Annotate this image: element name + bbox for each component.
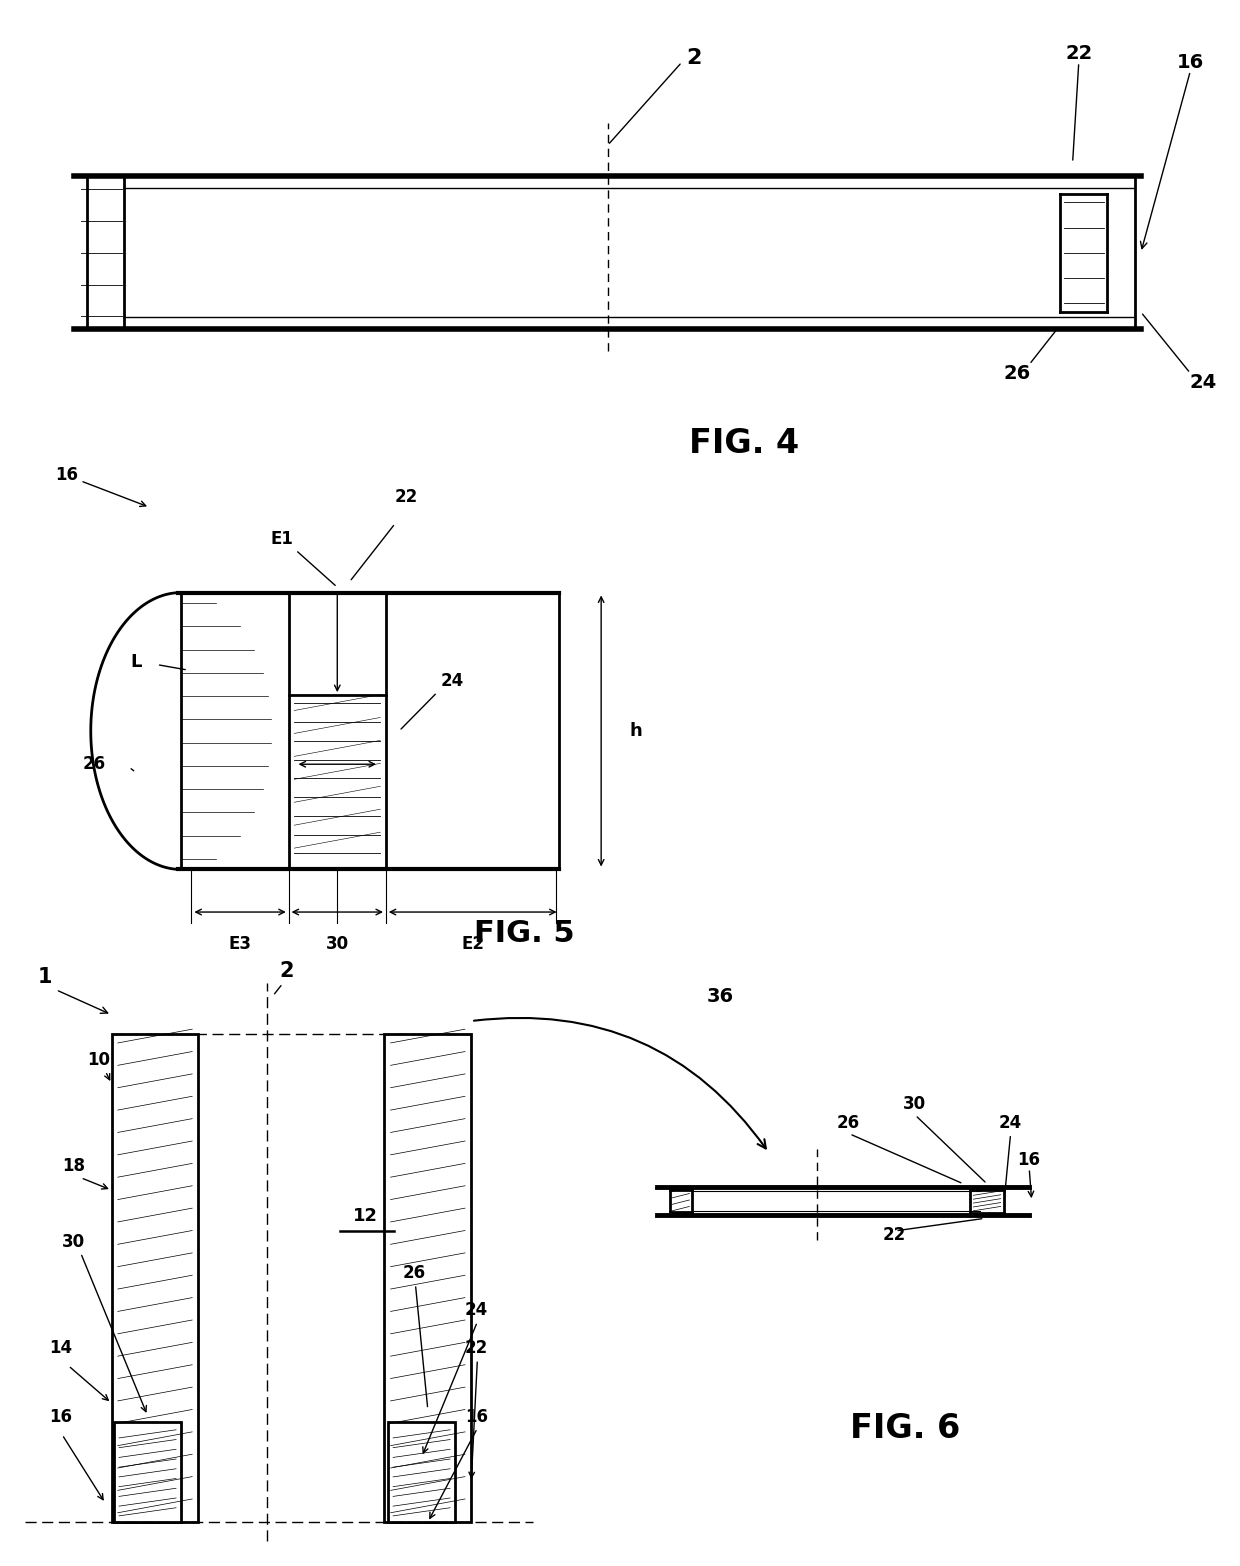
Text: 24: 24 (465, 1301, 489, 1320)
Text: E1: E1 (270, 531, 293, 548)
Text: 2: 2 (687, 47, 702, 67)
Text: 26: 26 (837, 1113, 861, 1132)
Text: 10: 10 (87, 1051, 110, 1070)
Bar (112, 1034, 198, 1522)
Text: 26: 26 (1003, 363, 1030, 382)
Text: 14: 14 (50, 1339, 73, 1358)
Text: 36: 36 (707, 987, 734, 1007)
Text: 24: 24 (441, 672, 464, 691)
Text: L: L (130, 653, 141, 670)
Text: 1: 1 (37, 968, 52, 988)
Text: 22: 22 (1065, 44, 1092, 63)
Text: 16: 16 (55, 467, 78, 484)
Text: 26: 26 (403, 1264, 427, 1283)
FancyArrowPatch shape (474, 1018, 766, 1148)
Text: 12: 12 (353, 1207, 378, 1226)
Text: 30: 30 (326, 935, 348, 954)
Text: 24: 24 (1189, 373, 1216, 392)
Bar (388, 1422, 455, 1522)
Text: 22: 22 (396, 487, 418, 506)
Text: 22: 22 (465, 1339, 489, 1358)
Text: E3: E3 (228, 935, 252, 954)
Bar (384, 1034, 471, 1522)
Text: 26: 26 (83, 755, 105, 774)
Text: h: h (630, 722, 642, 741)
Text: 2: 2 (279, 962, 294, 982)
Text: 30: 30 (62, 1232, 86, 1251)
Bar (114, 1422, 181, 1522)
Text: 16: 16 (50, 1408, 73, 1427)
Text: 30: 30 (903, 1095, 926, 1113)
Text: FIG. 5: FIG. 5 (475, 919, 575, 947)
Text: 22: 22 (883, 1226, 906, 1245)
Text: 18: 18 (62, 1157, 86, 1176)
Text: FIG. 6: FIG. 6 (851, 1411, 960, 1445)
Text: 16: 16 (1017, 1151, 1040, 1170)
Text: 16: 16 (1177, 53, 1204, 72)
Text: E2: E2 (461, 935, 484, 954)
Text: 24: 24 (998, 1113, 1022, 1132)
Text: 16: 16 (465, 1408, 489, 1427)
Text: FIG. 4: FIG. 4 (689, 428, 799, 460)
